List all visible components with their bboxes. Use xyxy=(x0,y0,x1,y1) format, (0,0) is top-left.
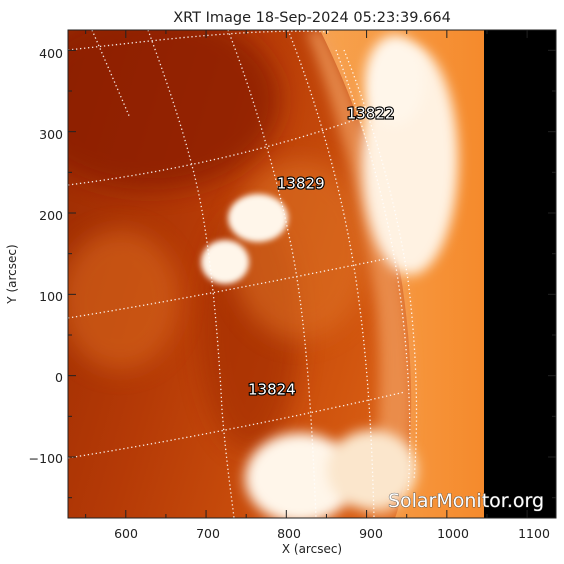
active-region-glow xyxy=(228,194,288,242)
glow xyxy=(68,230,180,370)
region-label: 13822 xyxy=(347,105,395,123)
x-tick-label: 600 xyxy=(114,526,138,541)
y-tick-label: 0 xyxy=(55,370,63,385)
axis-ticks xyxy=(68,30,556,518)
x-tick-label: 700 xyxy=(196,526,220,541)
region-labels: 13822 13829 13824 xyxy=(247,104,396,400)
y-tick-label: −100 xyxy=(29,451,63,466)
latitude-line xyxy=(68,257,391,319)
x-tick-label: 1000 xyxy=(437,526,469,541)
region-label: 13829 xyxy=(277,175,325,193)
x-axis-label: X (arcsec) xyxy=(282,542,342,556)
y-tick-label: 400 xyxy=(39,46,63,61)
region-label: 13824 xyxy=(248,380,296,398)
y-tick-labels: 400 300 200 100 0 −100 xyxy=(29,46,63,466)
active-region-glow xyxy=(365,35,425,125)
active-region-glow xyxy=(201,240,249,284)
x-tick-label: 800 xyxy=(277,526,301,541)
y-tick-label: 200 xyxy=(39,208,63,223)
x-tick-label: 900 xyxy=(359,526,383,541)
longitude-line xyxy=(343,49,418,481)
latitude-line xyxy=(68,391,406,459)
heliographic-grid xyxy=(68,30,418,518)
image-title: XRT Image 18-Sep-2024 05:23:39.664 xyxy=(173,10,451,26)
latitude-line xyxy=(68,117,361,186)
y-axis-label: Y (arcsec) xyxy=(5,244,19,304)
y-tick-label: 100 xyxy=(39,289,63,304)
longitude-line xyxy=(91,30,131,119)
longitude-line xyxy=(335,49,411,491)
latitude-line xyxy=(68,30,331,51)
x-tick-labels: 600 700 800 900 1000 1100 xyxy=(114,526,550,541)
plot-frame xyxy=(67,29,557,519)
watermark: SolarMonitor.org xyxy=(388,490,544,512)
x-tick-label: 1100 xyxy=(518,526,550,541)
dark-region xyxy=(68,30,280,190)
active-region-glow xyxy=(245,433,355,518)
active-region-glow xyxy=(327,430,417,510)
solar-image xyxy=(68,30,556,518)
no-data-area xyxy=(484,30,556,518)
y-tick-label: 300 xyxy=(39,127,63,142)
limb-band xyxy=(306,30,413,518)
